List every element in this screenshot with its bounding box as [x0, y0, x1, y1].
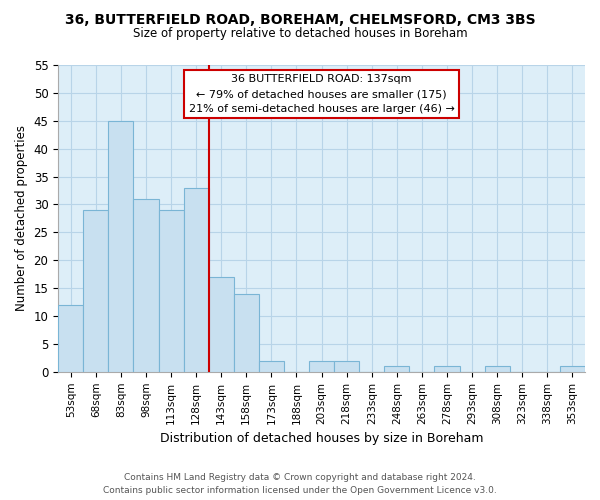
Bar [83, 210, 109, 372]
Bar [384, 366, 409, 372]
Y-axis label: Number of detached properties: Number of detached properties [15, 126, 28, 312]
Bar [560, 366, 585, 372]
Text: Size of property relative to detached houses in Boreham: Size of property relative to detached ho… [133, 28, 467, 40]
Bar [334, 360, 359, 372]
Text: 36, BUTTERFIELD ROAD, BOREHAM, CHELMSFORD, CM3 3BS: 36, BUTTERFIELD ROAD, BOREHAM, CHELMSFOR… [65, 12, 535, 26]
Bar [184, 188, 209, 372]
Bar [209, 277, 234, 372]
Bar [309, 360, 334, 372]
Bar [234, 294, 259, 372]
Bar [259, 360, 284, 372]
Text: 36 BUTTERFIELD ROAD: 137sqm
← 79% of detached houses are smaller (175)
21% of se: 36 BUTTERFIELD ROAD: 137sqm ← 79% of det… [188, 74, 455, 114]
Bar [485, 366, 510, 372]
Text: Contains HM Land Registry data © Crown copyright and database right 2024.
Contai: Contains HM Land Registry data © Crown c… [103, 474, 497, 495]
X-axis label: Distribution of detached houses by size in Boreham: Distribution of detached houses by size … [160, 432, 484, 445]
Bar [58, 305, 83, 372]
Bar [133, 199, 158, 372]
Bar [434, 366, 460, 372]
Bar [158, 210, 184, 372]
Bar [109, 121, 133, 372]
